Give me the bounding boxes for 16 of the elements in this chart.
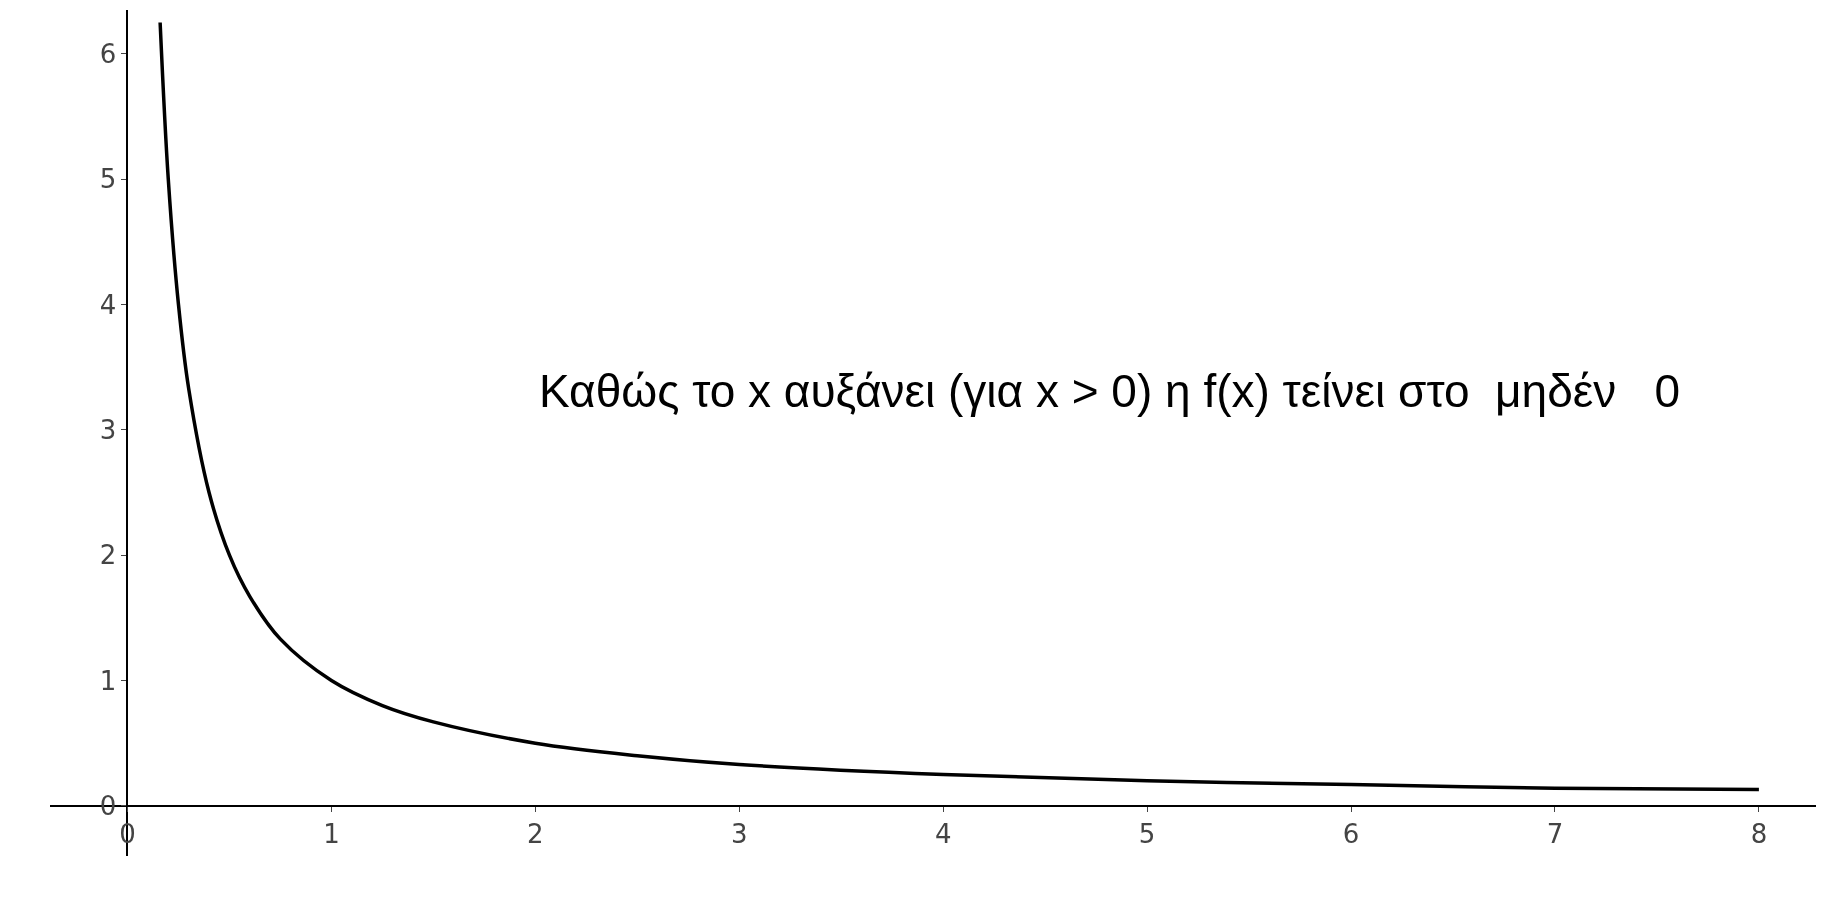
annotation: Καθώς το x αυξάνει (για x > 0) η f(x) τείνει στο μηδέν 0	[539, 365, 1681, 417]
y-tick-label: 3	[99, 414, 117, 445]
x-tick-label: 5	[1138, 819, 1156, 850]
y-tick-label: 2	[99, 540, 117, 571]
x-tick-label: 4	[934, 819, 952, 850]
x-tick-label: 2	[527, 819, 544, 850]
x-tick-label: 7	[1546, 819, 1564, 850]
y-tick-label: 5	[99, 164, 117, 195]
x-tick-label: 1	[323, 819, 340, 850]
x-tick-label: 6	[1342, 819, 1360, 850]
y-tick-label: 6	[99, 38, 117, 69]
x-tick-label: 8	[1750, 819, 1768, 850]
x-tick-label: 3	[731, 819, 748, 850]
line-series	[158, 20, 1761, 792]
y-tick-label: 1	[99, 665, 117, 696]
y-tick-label: 4	[99, 289, 117, 320]
